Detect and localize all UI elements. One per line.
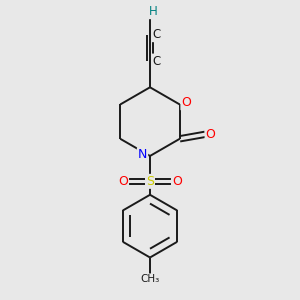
Text: C: C: [152, 28, 161, 41]
Text: O: O: [182, 97, 191, 110]
Text: N: N: [138, 148, 147, 161]
Text: S: S: [146, 175, 154, 188]
Text: O: O: [118, 175, 128, 188]
Text: C: C: [152, 55, 161, 68]
Text: CH₃: CH₃: [140, 274, 160, 284]
Text: H: H: [149, 5, 158, 18]
Text: O: O: [172, 175, 182, 188]
Text: O: O: [206, 128, 215, 141]
